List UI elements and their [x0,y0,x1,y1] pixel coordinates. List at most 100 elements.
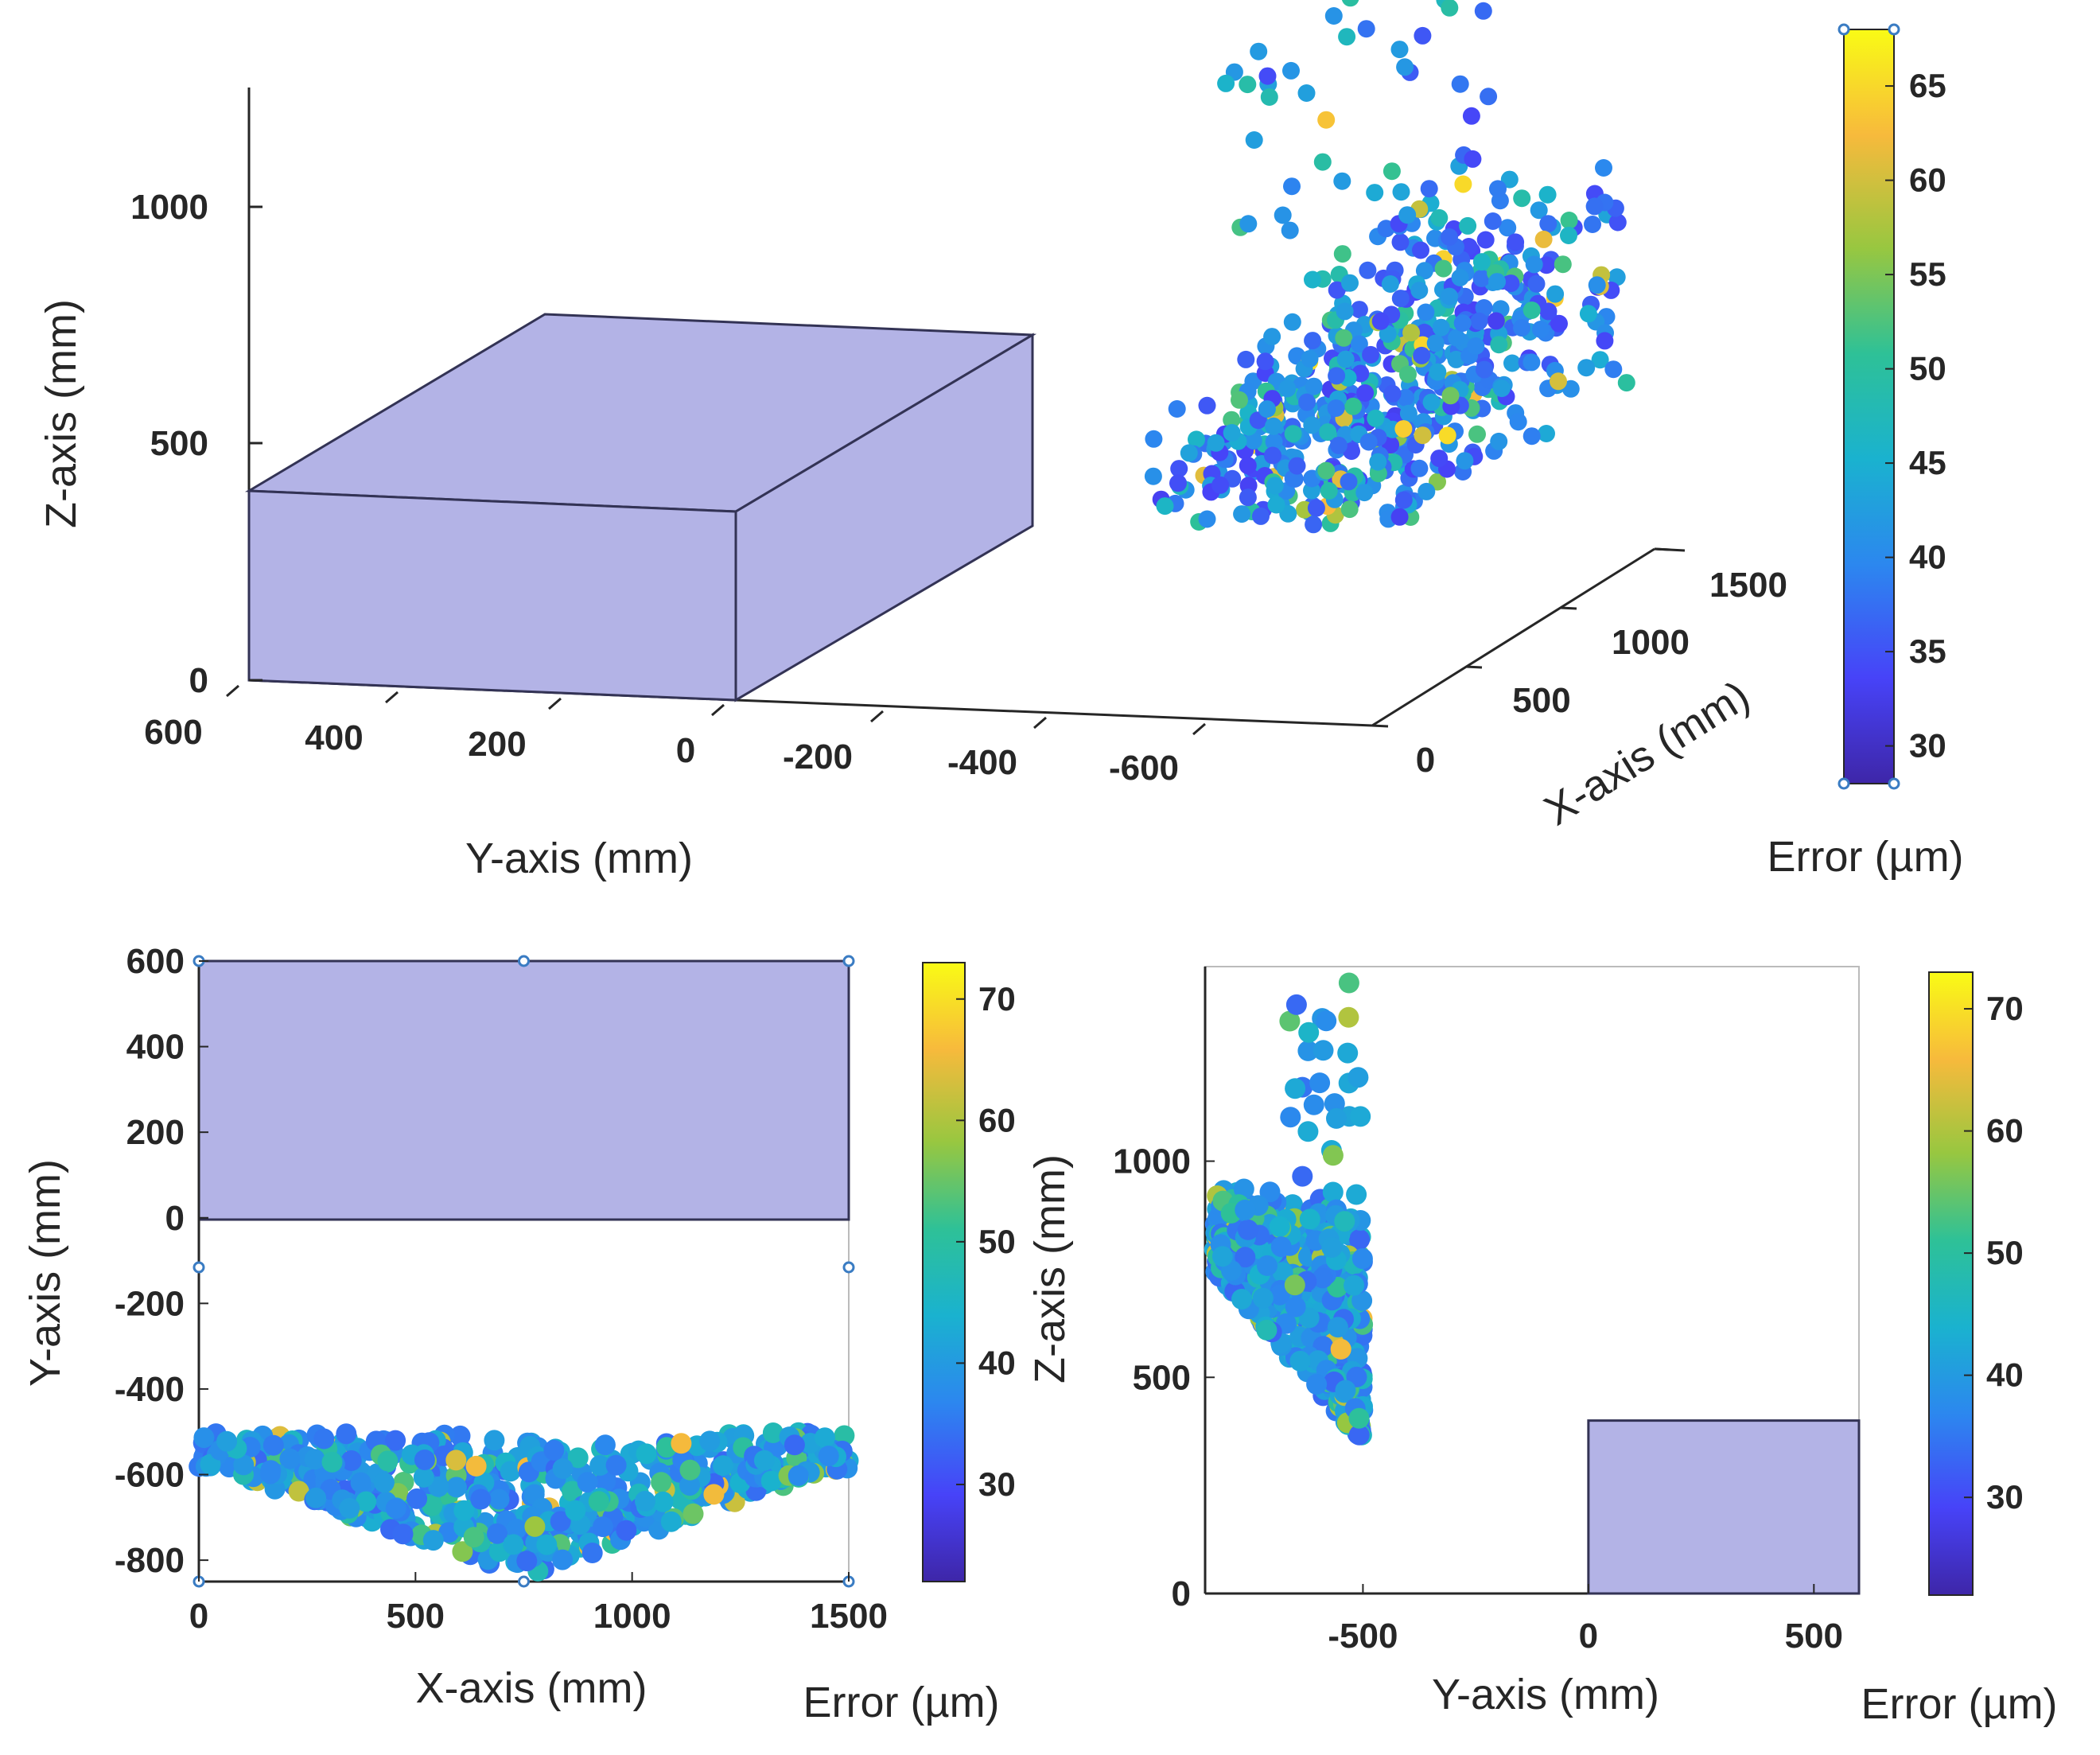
data-point [1453,314,1472,333]
data-point [1525,255,1543,274]
data-point [1513,319,1531,337]
data-point [1348,1407,1370,1429]
y-tick-label: 200 [468,725,526,764]
data-point [356,1491,377,1512]
data-point [1238,1219,1258,1240]
data-point [1324,1093,1345,1115]
colorbar-tick-label: 50 [1986,1234,2024,1271]
data-point [304,1449,325,1470]
data-point [536,1534,558,1555]
data-point [788,1465,809,1486]
data-point [1509,413,1527,431]
data-point [1490,432,1508,450]
data-point [1207,434,1225,452]
x-axis-line [1371,547,1655,727]
data-point [550,1511,571,1532]
data-point [1356,384,1375,402]
data-point [1144,467,1162,485]
data-point [1434,259,1452,278]
data-point [652,1491,674,1512]
data-point [524,1516,546,1537]
data-point [1489,180,1507,198]
y-tick-label: 400 [305,718,363,757]
data-point [1383,384,1402,403]
data-point [1591,351,1609,369]
data-point [593,1516,613,1538]
y-axis-label: Y-axis (mm) [21,1159,69,1387]
data-point [1338,1006,1359,1028]
data-point [1256,1319,1278,1341]
data-point [1303,1094,1324,1115]
data-point [1303,416,1321,434]
data-point [1595,159,1612,177]
data-point [1223,424,1241,442]
data-point [1320,482,1338,500]
data-point [1513,189,1531,208]
colorbar-tick-label: 40 [978,1344,1016,1381]
data-point [1170,460,1188,478]
data-point [1369,453,1387,471]
data-point [1283,313,1301,331]
data-point [500,1461,521,1482]
data-point [1298,393,1316,411]
data-point [1235,1247,1256,1268]
data-point [1410,459,1429,477]
colorbar-tick-label: 60 [978,1101,1016,1138]
data-point [594,1434,616,1456]
data-point [1266,477,1284,495]
data-point [1278,379,1297,398]
y-tick-label: 0 [1172,1574,1191,1613]
data-point [1327,399,1345,417]
data-point [1522,353,1541,372]
data-point [1145,430,1163,448]
data-point [1258,67,1277,85]
data-point [1359,261,1377,279]
data-point [1399,365,1417,383]
data-point [1451,75,1469,93]
data-point [1476,360,1493,379]
data-point [385,1430,406,1451]
data-point [1412,241,1429,259]
y-axis-label: Y-axis (mm) [465,835,693,882]
x-tick-label: 0 [1416,741,1435,780]
data-point [1550,372,1567,391]
data-point [1414,26,1432,45]
data-point [1441,287,1458,305]
colorbar-tick-label: 70 [978,980,1016,1018]
data-point [1441,228,1458,246]
box-yz [1587,1419,1861,1595]
data-point [1263,328,1281,346]
data-point [1329,436,1348,454]
data-point [1430,449,1449,468]
data-point [1441,387,1460,405]
data-point [1474,2,1492,20]
colorbar-tick-label: 60 [1909,161,1946,199]
data-point [1334,1211,1355,1232]
y-tick-label: 500 [1133,1358,1191,1397]
data-point [1289,1350,1311,1372]
data-point [1285,994,1307,1015]
z-tick-label: 500 [150,424,208,463]
data-point [1381,275,1399,293]
data-point [1327,1317,1348,1338]
data-point [1328,281,1346,299]
colorbar-tick-label: 30 [978,1465,1016,1503]
data-point [463,1527,484,1548]
y-tick-label: 0 [676,731,695,770]
data-point [1470,312,1488,330]
data-point [1438,426,1456,445]
data-point [1239,457,1257,475]
data-point [1351,1248,1373,1270]
data-point [392,1523,414,1545]
data-point [1284,425,1302,443]
data-point [616,1520,637,1541]
data-point [1312,1040,1334,1061]
data-point [1577,359,1596,377]
data-point [1297,1121,1319,1142]
data-point [1399,404,1418,422]
data-point [1522,427,1541,446]
data-point [1429,363,1447,381]
data-point [1336,350,1355,368]
data-point [1456,452,1474,470]
